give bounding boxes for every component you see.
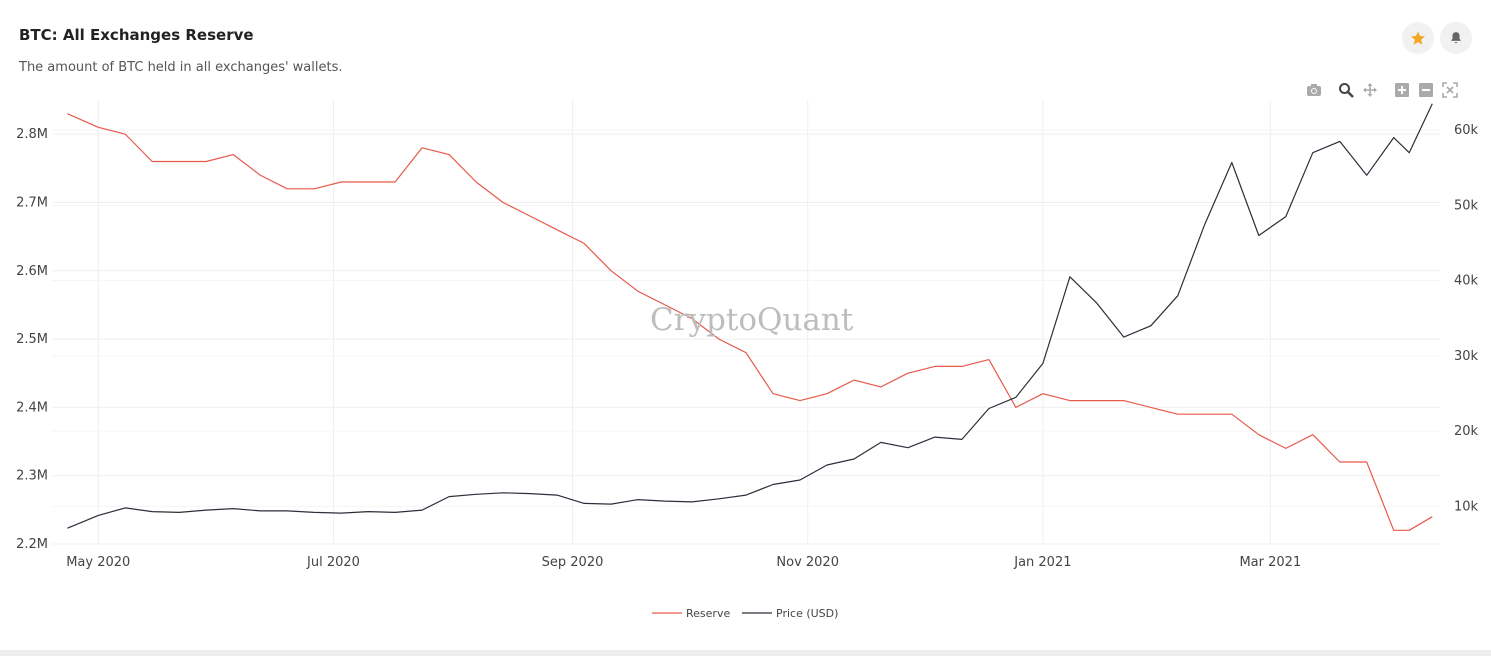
right-y-axis: 10k 20k 30k 40k 50k 60k xyxy=(1454,123,1479,514)
favorite-button[interactable] xyxy=(1402,22,1434,54)
left-y-tick-label: 2.7M xyxy=(16,195,48,210)
x-tick-label: Jan 2021 xyxy=(1013,555,1071,570)
x-tick-label: Jul 2020 xyxy=(306,555,360,570)
right-y-tick-label: 20k xyxy=(1454,424,1479,439)
pan-icon[interactable] xyxy=(1361,80,1379,100)
left-y-tick-label: 2.8M xyxy=(16,127,48,142)
legend[interactable]: Reserve Price (USD) xyxy=(652,607,838,620)
chart-title: BTC: All Exchanges Reserve xyxy=(19,26,254,44)
legend-item-price[interactable]: Price (USD) xyxy=(742,607,838,620)
right-y-tick-label: 60k xyxy=(1454,123,1479,138)
left-y-tick-label: 2.4M xyxy=(16,400,48,415)
bell-icon xyxy=(1451,32,1461,44)
right-y-tick-label: 30k xyxy=(1454,349,1479,364)
zoom-in-icon[interactable] xyxy=(1393,80,1411,100)
legend-label: Price (USD) xyxy=(776,607,838,620)
grid xyxy=(52,100,1440,545)
star-icon xyxy=(1411,31,1425,45)
zoom-out-icon[interactable] xyxy=(1417,80,1435,100)
right-y-tick-label: 40k xyxy=(1454,274,1479,289)
left-y-axis: 2.2M 2.3M 2.4M 2.5M 2.6M 2.7M 2.8M xyxy=(16,127,48,552)
plot-area xyxy=(67,103,1433,531)
legend-label: Reserve xyxy=(686,607,730,620)
alert-button[interactable] xyxy=(1440,22,1472,54)
x-axis: May 2020 Jul 2020 Sep 2020 Nov 2020 Jan 2021… xyxy=(66,555,1301,570)
x-tick-label: Sep 2020 xyxy=(542,555,604,570)
right-y-tick-label: 50k xyxy=(1454,198,1479,213)
left-y-tick-label: 2.5M xyxy=(16,332,48,347)
left-y-tick-label: 2.6M xyxy=(16,264,48,279)
x-tick-label: May 2020 xyxy=(66,555,130,570)
left-y-tick-label: 2.3M xyxy=(16,469,48,484)
x-tick-label: Mar 2021 xyxy=(1239,555,1301,570)
x-tick-label: Nov 2020 xyxy=(776,555,839,570)
chart-subtitle: The amount of BTC held in all exchanges'… xyxy=(19,60,343,75)
zoom-icon[interactable] xyxy=(1337,80,1355,100)
autoscale-icon[interactable] xyxy=(1441,80,1459,100)
right-y-tick-label: 10k xyxy=(1454,499,1479,514)
legend-item-reserve[interactable]: Reserve xyxy=(652,607,730,620)
left-y-tick-label: 2.2M xyxy=(16,537,48,552)
reserve-line xyxy=(67,113,1433,531)
camera-icon[interactable] xyxy=(1305,80,1323,100)
price-line xyxy=(67,103,1433,529)
